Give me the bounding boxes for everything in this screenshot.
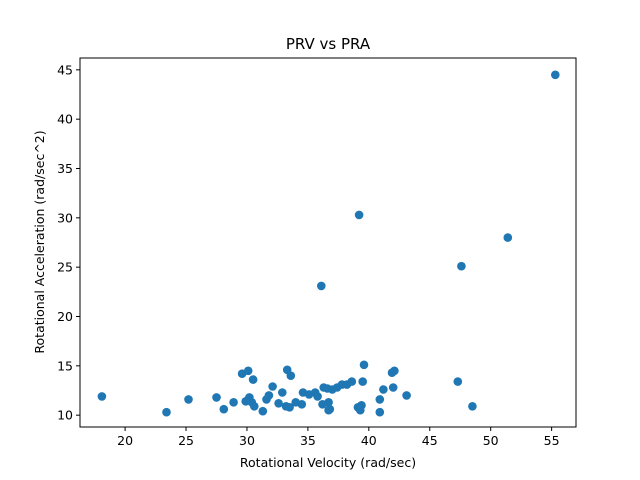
data-point (375, 395, 385, 404)
data-point (278, 388, 287, 397)
data-point (453, 377, 463, 386)
data-point (359, 360, 369, 370)
data-point (324, 398, 333, 407)
data-point (184, 395, 193, 404)
data-point (285, 403, 294, 412)
data-point (468, 402, 477, 411)
data-point (354, 210, 364, 220)
x-axis-label: Rotational Velocity (rad/sec) (240, 455, 416, 470)
data-point (503, 233, 513, 242)
data-point (317, 281, 326, 291)
data-point (347, 377, 357, 386)
y-tick-label: 30 (57, 210, 73, 225)
data-point (229, 398, 238, 407)
y-axis-label: Rotational Acceleration (rad/sec^2) (32, 130, 47, 353)
data-point (286, 371, 296, 381)
data-point (551, 70, 560, 80)
data-point (248, 375, 258, 384)
x-tick-label: 20 (117, 433, 133, 448)
data-point (162, 407, 171, 417)
data-point (297, 400, 307, 409)
y-tick-label: 15 (57, 358, 73, 373)
data-point (243, 366, 253, 376)
data-point (97, 392, 107, 401)
data-point (313, 392, 322, 401)
data-point (402, 391, 411, 400)
y-tick-label: 45 (57, 62, 73, 77)
data-point (358, 377, 368, 386)
x-tick-label: 40 (361, 433, 377, 448)
data-point (390, 366, 399, 376)
data-point (258, 406, 268, 416)
axes-layer: 20 25 30 35 40 45 50 55 10 15 20 25 30 35 40 45 (57, 62, 559, 448)
x-tick-label: 25 (178, 433, 194, 448)
data-point (219, 404, 229, 414)
data-point (212, 393, 221, 402)
y-tick-label: 20 (57, 309, 73, 324)
y-tick-label: 35 (57, 161, 73, 176)
x-tick-label: 55 (544, 433, 560, 448)
x-tick-label: 30 (239, 433, 255, 448)
x-tick-label: 45 (422, 433, 438, 448)
plot-frame (79, 57, 577, 428)
y-tick-label: 25 (57, 260, 73, 275)
points-layer (97, 70, 560, 417)
x-tick-label: 50 (483, 433, 499, 448)
x-tick-label: 35 (300, 433, 316, 448)
data-point (388, 383, 398, 392)
y-tick-label: 10 (57, 408, 73, 423)
data-point (250, 402, 259, 411)
data-point (264, 391, 274, 400)
data-point (274, 399, 283, 408)
data-point (379, 385, 388, 394)
data-point (268, 382, 277, 391)
data-point (457, 261, 466, 271)
chart-title: PRV vs PRA (286, 35, 371, 53)
data-point (325, 404, 335, 414)
y-tick-label: 40 (57, 112, 73, 127)
data-point (357, 401, 366, 410)
data-point (375, 407, 385, 417)
